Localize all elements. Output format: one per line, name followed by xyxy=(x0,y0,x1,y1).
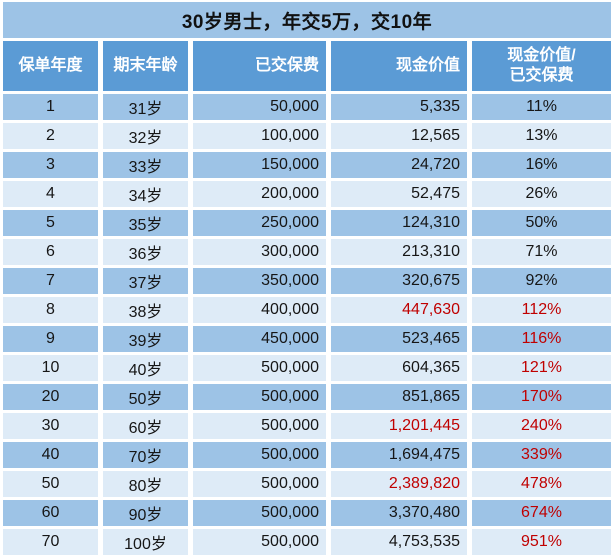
cell-ratio: 478% xyxy=(472,471,611,497)
cell-age: 90岁 xyxy=(103,500,188,526)
cell-premium: 50,000 xyxy=(193,94,326,120)
cell-cash-value: 124,310 xyxy=(331,210,467,236)
cell-premium: 100,000 xyxy=(193,123,326,149)
header-cash-value-to-premium-ratio: 现金价值/ 已交保费 xyxy=(472,41,611,91)
header-cash-value: 现金价值 xyxy=(331,41,467,91)
cell-age: 80岁 xyxy=(103,471,188,497)
cell-cash-value: 320,675 xyxy=(331,268,467,294)
cell-ratio: 26% xyxy=(472,181,611,207)
cell-premium: 350,000 xyxy=(193,268,326,294)
cell-age: 32岁 xyxy=(103,123,188,149)
cell-ratio: 13% xyxy=(472,123,611,149)
cell-age: 50岁 xyxy=(103,384,188,410)
cell-age: 40岁 xyxy=(103,355,188,381)
cell-cash-value: 447,630 xyxy=(331,297,467,323)
cell-premium: 500,000 xyxy=(193,529,326,555)
cell-ratio: 11% xyxy=(472,94,611,120)
cell-premium: 500,000 xyxy=(193,384,326,410)
cell-year: 4 xyxy=(3,181,98,207)
cell-year: 2 xyxy=(3,123,98,149)
cell-cash-value: 24,720 xyxy=(331,152,467,178)
cell-cash-value: 1,201,445 xyxy=(331,413,467,439)
cell-cash-value: 52,475 xyxy=(331,181,467,207)
cell-age: 36岁 xyxy=(103,239,188,265)
cell-cash-value: 12,565 xyxy=(331,123,467,149)
cell-year: 1 xyxy=(3,94,98,120)
cell-age: 60岁 xyxy=(103,413,188,439)
cell-age: 70岁 xyxy=(103,442,188,468)
cell-ratio: 121% xyxy=(472,355,611,381)
cell-premium: 300,000 xyxy=(193,239,326,265)
cell-age: 37岁 xyxy=(103,268,188,294)
cell-cash-value: 523,465 xyxy=(331,326,467,352)
table-grid: 保单年度 期末年龄 已交保费 现金价值 现金价值/ 已交保费 1 31岁 50,000 5,33… xyxy=(3,41,611,555)
cell-year: 40 xyxy=(3,442,98,468)
cell-cash-value: 3,370,480 xyxy=(331,500,467,526)
cell-cash-value: 213,310 xyxy=(331,239,467,265)
cell-premium: 150,000 xyxy=(193,152,326,178)
cell-premium: 500,000 xyxy=(193,355,326,381)
cell-year: 20 xyxy=(3,384,98,410)
cell-premium: 400,000 xyxy=(193,297,326,323)
cell-ratio: 112% xyxy=(472,297,611,323)
cell-premium: 500,000 xyxy=(193,500,326,526)
cell-age: 31岁 xyxy=(103,94,188,120)
cell-year: 5 xyxy=(3,210,98,236)
cell-ratio: 16% xyxy=(472,152,611,178)
cell-year: 70 xyxy=(3,529,98,555)
cell-cash-value: 5,335 xyxy=(331,94,467,120)
header-age-at-end: 期末年龄 xyxy=(103,41,188,91)
cell-ratio: 674% xyxy=(472,500,611,526)
cell-year: 8 xyxy=(3,297,98,323)
cell-age: 100岁 xyxy=(103,529,188,555)
cell-year: 50 xyxy=(3,471,98,497)
cell-ratio: 116% xyxy=(472,326,611,352)
cell-age: 35岁 xyxy=(103,210,188,236)
cell-age: 39岁 xyxy=(103,326,188,352)
cell-cash-value: 2,389,820 xyxy=(331,471,467,497)
cell-age: 33岁 xyxy=(103,152,188,178)
cell-year: 6 xyxy=(3,239,98,265)
cell-age: 34岁 xyxy=(103,181,188,207)
cell-ratio: 170% xyxy=(472,384,611,410)
cell-year: 3 xyxy=(3,152,98,178)
cell-premium: 200,000 xyxy=(193,181,326,207)
cell-premium: 500,000 xyxy=(193,442,326,468)
cell-ratio: 339% xyxy=(472,442,611,468)
cell-ratio: 951% xyxy=(472,529,611,555)
cell-cash-value: 1,694,475 xyxy=(331,442,467,468)
cell-year: 10 xyxy=(3,355,98,381)
cell-cash-value: 851,865 xyxy=(331,384,467,410)
cell-premium: 500,000 xyxy=(193,413,326,439)
header-policy-year: 保单年度 xyxy=(3,41,98,91)
cell-year: 9 xyxy=(3,326,98,352)
cell-ratio: 240% xyxy=(472,413,611,439)
cell-premium: 500,000 xyxy=(193,471,326,497)
cell-year: 30 xyxy=(3,413,98,439)
header-premium-paid: 已交保费 xyxy=(193,41,326,91)
cell-premium: 450,000 xyxy=(193,326,326,352)
cell-cash-value: 4,753,535 xyxy=(331,529,467,555)
cell-premium: 250,000 xyxy=(193,210,326,236)
cell-year: 7 xyxy=(3,268,98,294)
cell-ratio: 71% xyxy=(472,239,611,265)
cell-ratio: 50% xyxy=(472,210,611,236)
cell-age: 38岁 xyxy=(103,297,188,323)
cell-ratio: 92% xyxy=(472,268,611,294)
cell-cash-value: 604,365 xyxy=(331,355,467,381)
cell-year: 60 xyxy=(3,500,98,526)
page-title: 30岁男士，年交5万，交10年 xyxy=(3,2,611,38)
